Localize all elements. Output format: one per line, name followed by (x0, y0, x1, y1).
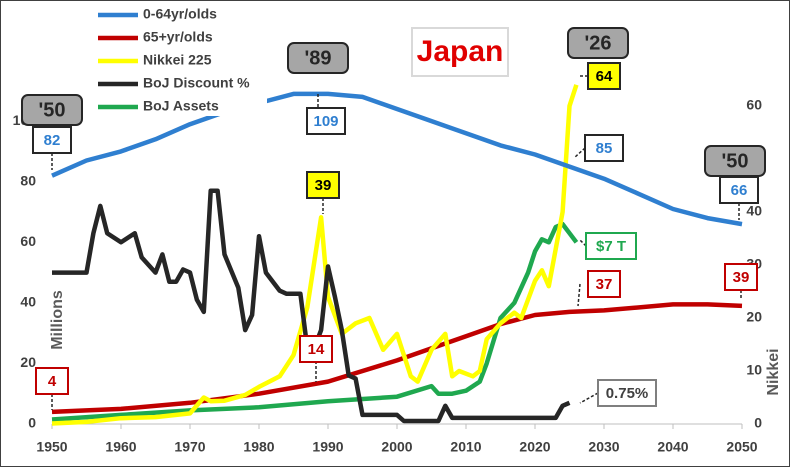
annotation: '50 (38, 99, 65, 121)
annotation-box (587, 62, 621, 90)
series-line (52, 188, 571, 424)
x-tick-label: 2030 (588, 439, 619, 455)
annotation: $7 T (596, 238, 626, 255)
y-tick-label: 60 (20, 233, 36, 249)
annotation: 39 (733, 269, 750, 286)
annotation: 82 (44, 132, 61, 149)
legend-label: 0-64yr/olds (143, 6, 217, 22)
x-tick-label: 2000 (381, 439, 412, 455)
y2-tick-label: 40 (746, 203, 762, 219)
annotation: 39 (315, 177, 332, 194)
annotation-box (21, 94, 83, 126)
annotation-box (299, 335, 333, 363)
y-axis-label: Millions (49, 290, 66, 350)
legend-label: Nikkei 225 (143, 52, 212, 68)
annotation-box (597, 379, 657, 407)
x-tick-label: 1960 (105, 439, 136, 455)
annotation-arrow (573, 147, 586, 159)
y2-axis-label: Nikkei (765, 348, 782, 395)
x-tick-label: 1950 (36, 439, 67, 455)
series-line (51, 84, 579, 426)
x-tick-label: 1990 (312, 439, 343, 455)
annotation-box (306, 171, 340, 199)
annotation: 14 (308, 341, 325, 358)
annotation: 64 (596, 68, 613, 85)
annotation-arrow (577, 283, 581, 307)
annotation: '89 (304, 47, 331, 69)
y2-tick-label: 20 (746, 309, 762, 325)
x-tick-label: 1970 (174, 439, 205, 455)
series-line (51, 91, 743, 227)
annotation: 66 (731, 182, 748, 199)
x-tick-label: 2050 (726, 439, 757, 455)
y2-tick-label: 60 (746, 97, 762, 113)
annotation: 85 (596, 140, 613, 157)
y2-tick-label: 0 (754, 415, 762, 431)
series-line (51, 221, 579, 422)
annotation: 0.75% (606, 385, 649, 402)
y-tick-label: 80 (20, 172, 36, 188)
annotation-arrow (579, 392, 599, 404)
x-tick-label: 2010 (450, 439, 481, 455)
annotation-box (411, 27, 509, 77)
annotation: '26 (584, 32, 611, 54)
x-tick-label: 2040 (657, 439, 688, 455)
y2-tick-label: 10 (746, 362, 762, 378)
x-tick-label: 2020 (519, 439, 550, 455)
annotation-box (719, 176, 759, 204)
y-tick-label: 40 (20, 294, 36, 310)
annotation: Japan (417, 35, 504, 68)
annotation-box (584, 134, 624, 162)
x-tick-label: 1980 (243, 439, 274, 455)
annotation-box (724, 263, 758, 291)
y-tick-label: 20 (20, 354, 36, 370)
annotation: 37 (596, 276, 613, 293)
annotation-box (32, 126, 72, 154)
annotation: '50 (721, 150, 748, 172)
legend-label: BoJ Discount % (143, 75, 250, 91)
annotation-box (306, 107, 346, 135)
annotation: 109 (313, 113, 338, 130)
annotation-box (35, 367, 69, 395)
annotation-box (567, 27, 629, 59)
y-tick-label: 0 (28, 415, 36, 431)
annotation-box (587, 270, 621, 298)
legend-label: BoJ Assets (143, 98, 219, 114)
annotation: 4 (48, 373, 57, 390)
legend: 0-64yr/olds 65+yr/olds Nikkei 225 BoJ Disco… (92, 4, 267, 116)
annotation-box (287, 42, 349, 74)
legend-label: 65+yr/olds (143, 29, 213, 45)
annotation-box (585, 232, 637, 260)
